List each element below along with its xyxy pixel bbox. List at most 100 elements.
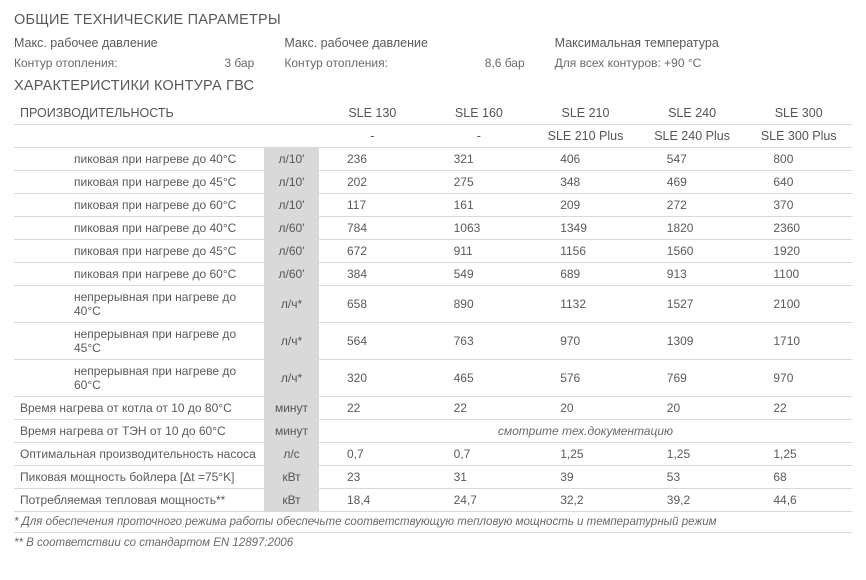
row-unit: кВт [264, 466, 319, 489]
row-unit: минут [264, 420, 319, 443]
row-value: 370 [745, 194, 852, 217]
row-value: 1156 [532, 240, 639, 263]
row-unit: л/60' [264, 217, 319, 240]
table-row: пиковая при нагреве до 40°Cл/10'23632140… [14, 148, 852, 171]
row-label: Время нагрева от котла от 10 до 80°C [14, 397, 264, 420]
row-value: 406 [532, 148, 639, 171]
row-label: пиковая при нагреве до 45°C [14, 171, 264, 194]
row-value: 22 [319, 397, 426, 420]
row-unit: л/с [264, 443, 319, 466]
row-value: 320 [319, 360, 426, 397]
row-value: 763 [426, 323, 533, 360]
table-row: пиковая при нагреве до 60°Cл/60'38454968… [14, 263, 852, 286]
row-value: 784 [319, 217, 426, 240]
param-head-2: Макс. рабочее давление [284, 36, 554, 50]
row-unit: кВт [264, 489, 319, 512]
row-value: 20 [639, 397, 746, 420]
row-value: 321 [426, 148, 533, 171]
param-col-1: Макс. рабочее давление Контур отопления:… [14, 36, 284, 70]
row-value: 1,25 [532, 443, 639, 466]
row-value: 1,25 [639, 443, 746, 466]
table-row: Оптимальная производительность насосал/с… [14, 443, 852, 466]
row-value: 1309 [639, 323, 746, 360]
row-value: 564 [319, 323, 426, 360]
table-row: Пиковая мощность бойлера [Δt =75°K]кВт23… [14, 466, 852, 489]
row-value: 22 [745, 397, 852, 420]
table-row: непрерывная при нагреве до 40°Cл/ч*65889… [14, 286, 852, 323]
row-value: 23 [319, 466, 426, 489]
param-label-1: Контур отопления: [14, 56, 118, 70]
table-row: пиковая при нагреве до 45°Cл/60'67291111… [14, 240, 852, 263]
table-row: Время нагрева от ТЭН от 10 до 60°Cминутс… [14, 420, 852, 443]
row-value: 1710 [745, 323, 852, 360]
row-value: 202 [319, 171, 426, 194]
param-head-3: Максимальная температура [555, 36, 852, 50]
model-col-5: SLE 300 [745, 102, 852, 125]
row-value: 1820 [639, 217, 746, 240]
row-value: 576 [532, 360, 639, 397]
row-label: непрерывная при нагреве до 40°C [14, 286, 264, 323]
row-value: 890 [426, 286, 533, 323]
section-title-dhw: ХАРАКТЕРИСТИКИ КОНТУРА ГВС [14, 78, 852, 94]
row-value: 272 [639, 194, 746, 217]
model-plus-2: - [426, 125, 533, 148]
row-label: пиковая при нагреве до 60°C [14, 194, 264, 217]
row-value: 209 [532, 194, 639, 217]
footnote-2: ** В соответствии со стандартом EN 12897… [14, 533, 852, 553]
row-value: 53 [639, 466, 746, 489]
row-label: Пиковая мощность бойлера [Δt =75°K] [14, 466, 264, 489]
model-plus-3: SLE 210 Plus [532, 125, 639, 148]
row-value: 31 [426, 466, 533, 489]
row-value: 275 [426, 171, 533, 194]
footnote-1: * Для обеспечения проточного режима рабо… [14, 512, 852, 533]
row-label: пиковая при нагреве до 60°C [14, 263, 264, 286]
table-row: пиковая при нагреве до 40°Cл/60'78410631… [14, 217, 852, 240]
row-value: 0,7 [319, 443, 426, 466]
row-label: пиковая при нагреве до 40°C [14, 148, 264, 171]
row-value: 549 [426, 263, 533, 286]
row-value: 911 [426, 240, 533, 263]
table-row: Потребляемая тепловая мощность**кВт18,42… [14, 489, 852, 512]
row-label: Время нагрева от ТЭН от 10 до 60°C [14, 420, 264, 443]
row-value: 800 [745, 148, 852, 171]
model-plus-4: SLE 240 Plus [639, 125, 746, 148]
row-value: 384 [319, 263, 426, 286]
row-value: 1527 [639, 286, 746, 323]
table-row: пиковая при нагреве до 60°Cл/10'11716120… [14, 194, 852, 217]
row-label: Оптимальная производительность насоса [14, 443, 264, 466]
row-value: 24,7 [426, 489, 533, 512]
row-value: 469 [639, 171, 746, 194]
row-value: 658 [319, 286, 426, 323]
row-label: пиковая при нагреве до 40°C [14, 217, 264, 240]
row-value: 970 [745, 360, 852, 397]
row-value: 465 [426, 360, 533, 397]
section-title-general: ОБЩИЕ ТЕХНИЧЕСКИЕ ПАРАМЕТРЫ [14, 12, 852, 28]
row-unit: л/60' [264, 240, 319, 263]
row-unit: л/ч* [264, 323, 319, 360]
model-plus-1: - [319, 125, 426, 148]
row-unit: л/10' [264, 148, 319, 171]
param-label-3: Для всех контуров: +90 °C [555, 56, 702, 70]
table-row: непрерывная при нагреве до 60°Cл/ч*32046… [14, 360, 852, 397]
row-value: 970 [532, 323, 639, 360]
param-value-2: 8,6 бар [485, 56, 525, 70]
table-row: пиковая при нагреве до 45°Cл/10'20227534… [14, 171, 852, 194]
param-value-1: 3 бар [224, 56, 254, 70]
performance-table: ПРОИЗВОДИТЕЛЬНОСТЬ SLE 130 SLE 160 SLE 2… [14, 102, 852, 512]
row-value: 689 [532, 263, 639, 286]
row-label: непрерывная при нагреве до 60°C [14, 360, 264, 397]
row-value: 68 [745, 466, 852, 489]
param-label-2: Контур отопления: [284, 56, 388, 70]
param-head-1: Макс. рабочее давление [14, 36, 284, 50]
row-value: 1100 [745, 263, 852, 286]
row-value: 672 [319, 240, 426, 263]
table-row: Время нагрева от котла от 10 до 80°Cмину… [14, 397, 852, 420]
row-value: 2360 [745, 217, 852, 240]
model-col-1: SLE 130 [319, 102, 426, 125]
row-label: пиковая при нагреве до 45°C [14, 240, 264, 263]
row-unit: л/ч* [264, 360, 319, 397]
row-value: 1560 [639, 240, 746, 263]
row-value: 20 [532, 397, 639, 420]
row-value: 0,7 [426, 443, 533, 466]
model-col-3: SLE 210 [532, 102, 639, 125]
